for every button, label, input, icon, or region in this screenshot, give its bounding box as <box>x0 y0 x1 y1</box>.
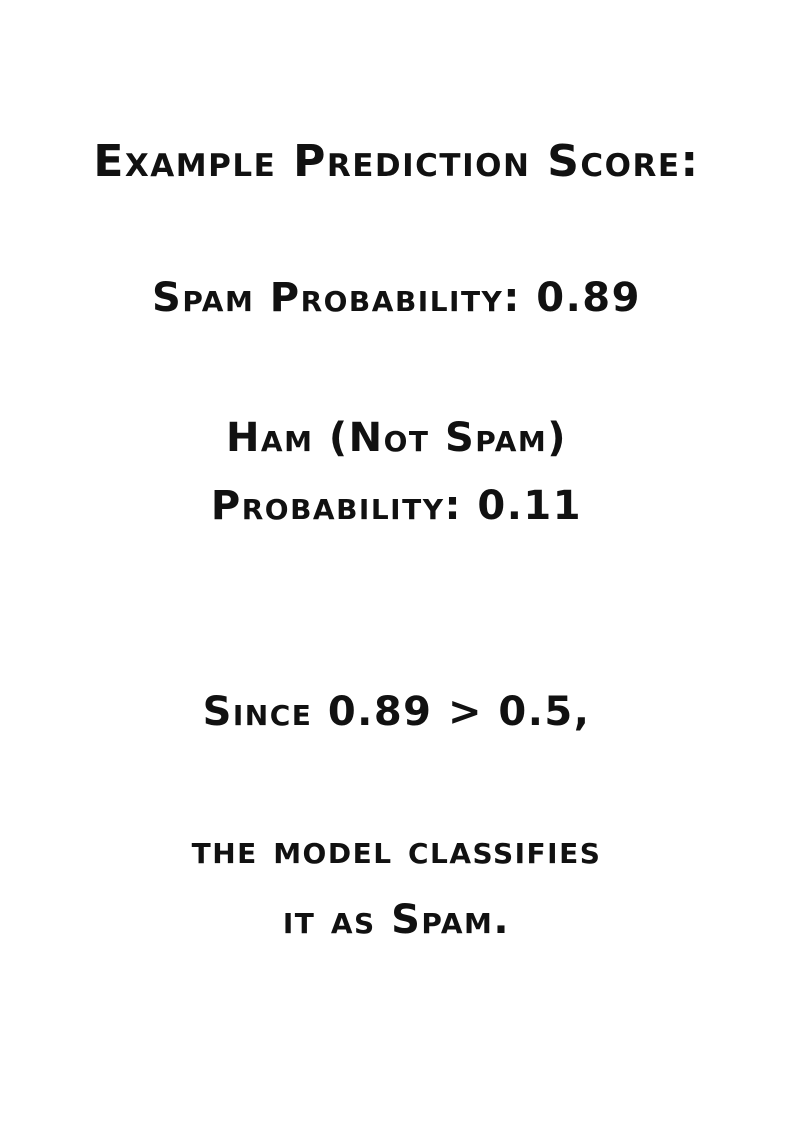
conclusion-text-line-1: the model classifies <box>191 827 602 873</box>
ham-probability-value: Probability: 0.11 <box>210 483 583 529</box>
page-heading: Example Prediction Score: <box>93 136 700 187</box>
ham-probability-label: Ham (Not Spam) <box>225 415 568 461</box>
conclusion-text-line-2: it as Spam. <box>282 897 511 943</box>
threshold-comparison-text: Since 0.89 > 0.5, <box>202 689 591 735</box>
spam-probability-text: Spam Probability: 0.89 <box>152 275 641 321</box>
